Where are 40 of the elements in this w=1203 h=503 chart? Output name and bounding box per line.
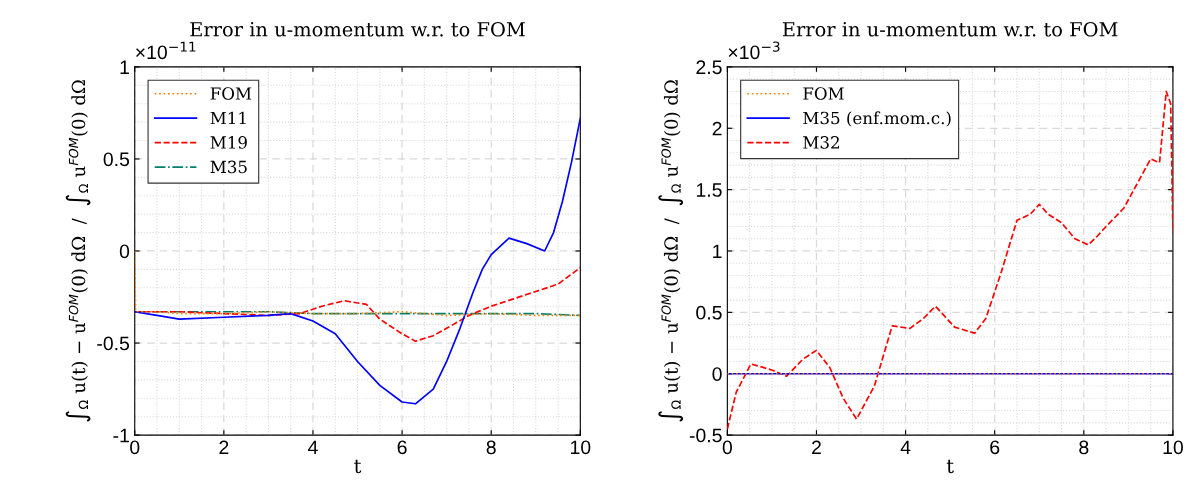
chart-title: Error in u-momentum w.r. to FOM bbox=[782, 21, 1118, 37]
text: ×10$^{−11}$ bbox=[136, 41, 196, 60]
text: ×10$^{−3}$ bbox=[728, 41, 780, 60]
y-tick-label: -0.5 bbox=[97, 336, 130, 351]
y-tick-label: 0.5 bbox=[103, 152, 130, 167]
x-tick-label: 0 bbox=[722, 440, 732, 455]
legend-label: M35 (enf.mom.c.) bbox=[803, 111, 951, 127]
x-tick-label: 8 bbox=[486, 440, 496, 455]
y-tick-label: 2 bbox=[712, 121, 722, 136]
legend-label: M32 bbox=[803, 136, 839, 149]
text: ∫$_{Ω}$ u(t) − u$^{FOM}$(0) dΩ / ∫$_{Ω}$ u$^{FOM}$(0) dΩ bbox=[65, 80, 91, 422]
x-tick-label: 4 bbox=[900, 440, 911, 455]
text: ∫$_{Ω}$ u(t) − u$^{FOM}$(0) dΩ / ∫$_{Ω}$ u$^{FOM}$(0) dΩ bbox=[658, 80, 684, 422]
x-tick-label: 2 bbox=[219, 440, 229, 455]
y-tick-label: -0.5 bbox=[689, 428, 722, 443]
legend-label: FOM bbox=[210, 87, 252, 100]
x-tick-label: 6 bbox=[990, 440, 1000, 455]
x-axis-title: t bbox=[354, 459, 362, 474]
x-tick-label: 2 bbox=[812, 440, 821, 455]
y-tick-label: 0 bbox=[119, 244, 130, 259]
x-tick-label: 4 bbox=[308, 440, 318, 455]
y-tick-label: 1.5 bbox=[696, 183, 722, 197]
legend-label: M19 bbox=[210, 136, 247, 149]
y-tick-label: 0.5 bbox=[696, 305, 722, 320]
y-tick-label: -1 bbox=[113, 428, 129, 443]
x-tick-label: 10 bbox=[570, 440, 591, 455]
x-tick-label: 8 bbox=[1079, 440, 1089, 455]
legend-label: FOM bbox=[803, 87, 844, 100]
x-axis-title: t bbox=[946, 459, 954, 474]
x-tick-label: 10 bbox=[1163, 440, 1183, 455]
x-tick-label: 6 bbox=[397, 440, 407, 455]
x-tick-label: 0 bbox=[130, 440, 140, 455]
line-series bbox=[134, 250, 581, 317]
legend-label: M11 bbox=[210, 111, 246, 125]
chart-title: Error in u-momentum w.r. to FOM bbox=[190, 21, 525, 37]
legend-label: M35 bbox=[210, 160, 247, 174]
y-tick-label: 2.5 bbox=[696, 60, 722, 75]
y-tick-label: 0 bbox=[712, 367, 722, 381]
y-tick-label: 1 bbox=[713, 244, 722, 259]
y-tick-label: 1 bbox=[120, 60, 129, 74]
